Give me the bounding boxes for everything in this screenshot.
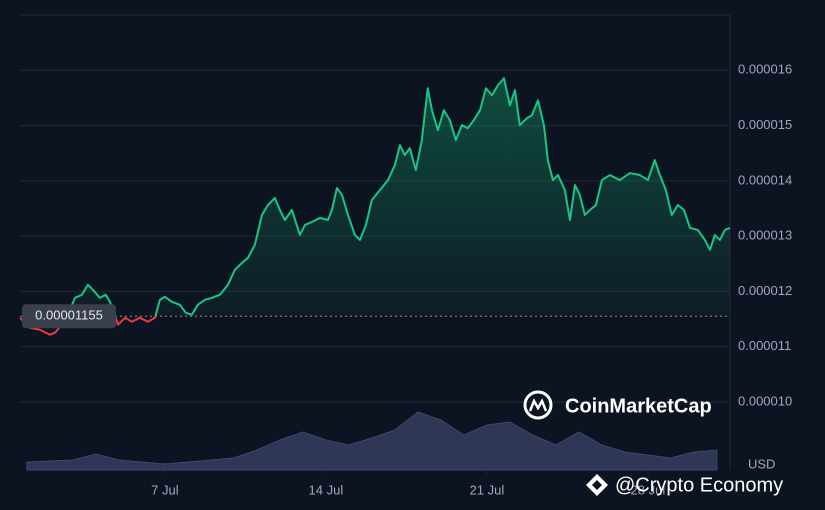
watermark-text: CoinMarketCap xyxy=(565,395,712,417)
y-tick-label: 0.000013 xyxy=(738,228,792,243)
volume-layer xyxy=(26,411,718,471)
watermark-logo xyxy=(586,474,608,496)
line-layer xyxy=(19,77,731,336)
watermark-logo-mark xyxy=(528,398,548,412)
baseline-label-box xyxy=(22,304,116,329)
x-tick-label: 7 Jul xyxy=(151,482,179,497)
y-tick-label: 0.000015 xyxy=(738,117,792,132)
y-tick-label: 0.000016 xyxy=(738,62,792,77)
label-layer: 0.000010 0.000011 0.000012 0.000013 0.000014… xyxy=(22,62,792,497)
y-tick-label: 0.000010 xyxy=(738,393,792,408)
watermark-logo xyxy=(523,390,553,420)
crypto-economy-watermark: @Crypto Economy xyxy=(586,474,783,496)
baseline-label: 0.00001155 xyxy=(35,308,103,323)
y-tick-label: 0.000011 xyxy=(738,338,791,353)
x-tick-label: 14 Jul xyxy=(309,482,344,497)
price-line xyxy=(19,77,731,336)
y-unit: USD xyxy=(748,456,775,471)
watermark-text: @Crypto Economy xyxy=(615,474,783,496)
y-tick-label: 0.000014 xyxy=(738,172,792,187)
y-tick-label: 0.000012 xyxy=(738,283,792,298)
x-tick-label: 21 Jul xyxy=(470,482,505,497)
x-tick-label: 28 Jul xyxy=(631,482,666,497)
volume-area xyxy=(26,411,718,471)
coinmarketcap-watermark: CoinMarketCap xyxy=(523,390,712,420)
